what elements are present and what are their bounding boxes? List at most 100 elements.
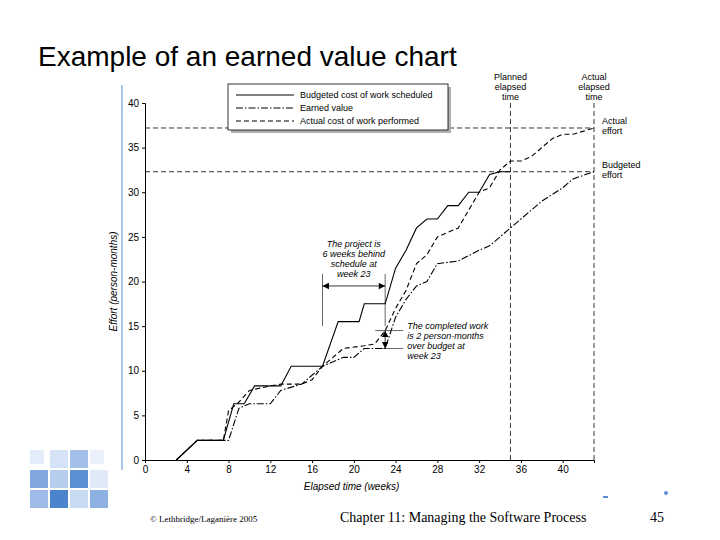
y-tick-mark [142, 326, 145, 327]
y-tick-label: 30 [128, 187, 140, 198]
annotation-guide [322, 274, 323, 326]
x-tick-mark [479, 460, 480, 463]
y-tick-mark [142, 371, 145, 372]
y-tick: 20 [128, 276, 145, 287]
annotation-text: The completed work [407, 321, 489, 331]
marks [145, 103, 594, 460]
x-tick-mark [229, 460, 230, 463]
annotation-text: 6 weeks behind [323, 249, 387, 259]
x-tick-mark [437, 460, 438, 463]
y-tick-mark [142, 282, 145, 283]
x-tick-label: 12 [265, 464, 277, 475]
legend-swatch [236, 107, 294, 108]
y-tick-label: 25 [128, 232, 140, 243]
annotation-arrow [323, 285, 386, 286]
x-tick-label: 36 [516, 464, 528, 475]
y-tick-label: 40 [128, 98, 140, 109]
reference-label: Planned [494, 72, 527, 82]
x-tick: 36 [516, 460, 528, 475]
reference-label: Actual [581, 72, 606, 82]
x-tick: 0 [143, 460, 149, 475]
series-line [176, 172, 594, 460]
annotation-arrowhead [323, 283, 329, 289]
x-tick: 40 [558, 460, 570, 475]
annotation-guide [375, 330, 403, 331]
x-tick-label: 28 [432, 464, 444, 475]
slide-title: Example of an earned value chart [38, 41, 457, 72]
x-axis-title: Elapsed time (weeks) [304, 481, 400, 492]
y-tick-mark [142, 460, 145, 461]
footer-page: 45 [650, 510, 664, 525]
annotation-text: The project is [327, 239, 382, 249]
annotation-text: is 2 person-months [407, 331, 484, 341]
y-tick: 40 [128, 98, 145, 109]
y-axis: 0510152025303540 [128, 98, 146, 466]
decor-dash [603, 496, 608, 498]
decor-square [70, 490, 88, 508]
reference-label: effort [602, 126, 623, 136]
series-line [176, 128, 594, 460]
legend-box [228, 84, 448, 130]
reference-label: time [585, 92, 602, 102]
y-tick-label: 35 [128, 142, 140, 153]
annotation-text: week 23 [337, 269, 371, 279]
annotation-arrowhead [379, 283, 385, 289]
decor-dot [664, 491, 668, 495]
background [0, 0, 720, 540]
x-tick: 20 [349, 460, 361, 475]
y-tick: 35 [128, 142, 145, 153]
x-tick-mark [312, 460, 313, 463]
x-tick-mark [354, 460, 355, 463]
annotation-guide [375, 348, 403, 349]
annotation-arrowhead [382, 342, 388, 348]
reference-line-y [145, 171, 594, 172]
y-tick: 25 [128, 232, 145, 243]
decoration [30, 85, 668, 508]
x-tick: 24 [391, 460, 403, 475]
x-tick: 32 [474, 460, 486, 475]
legend-label: Actual cost of work performed [300, 116, 419, 126]
y-tick-label: 20 [128, 276, 140, 287]
reference-label: elapsed [495, 82, 527, 92]
decor-square [90, 490, 108, 508]
x-tick-mark [187, 460, 188, 463]
x-tick: 28 [432, 460, 444, 475]
annotation-text: over budget at [407, 341, 465, 351]
y-tick: 5 [133, 410, 145, 421]
annotations: The project is6 weeks behindschedule atw… [323, 239, 489, 361]
series-line [176, 172, 510, 460]
x-tick-label: 8 [226, 464, 232, 475]
legend-label: Earned value [300, 103, 353, 113]
x-tick-label: 24 [391, 464, 403, 475]
reference-label: time [502, 92, 519, 102]
x-tick-mark [563, 460, 564, 463]
annotation-arrowhead [382, 331, 388, 337]
legend-swatch [236, 94, 294, 95]
reference-line-x [594, 103, 595, 460]
legend-label: Budgeted cost of work scheduled [300, 90, 433, 100]
decor-square [70, 450, 88, 468]
footer-chapter: Chapter 11: Managing the Software Proces… [340, 510, 586, 525]
decor-line [121, 85, 123, 470]
decor-square [50, 470, 68, 488]
reference-label: elapsed [578, 82, 610, 92]
reference-line-x [510, 103, 511, 460]
reference-label: effort [602, 170, 623, 180]
y-axis-title: Effort (person-months) [108, 231, 119, 331]
slide-canvas: Example of an earned value chart04812162… [0, 0, 720, 540]
legend-swatch [236, 120, 294, 121]
y-tick-mark [142, 192, 145, 193]
x-tick-label: 0 [143, 464, 149, 475]
y-tick: 0 [133, 455, 145, 466]
y-tick-mark [142, 148, 145, 149]
reference-label: Actual [602, 116, 627, 126]
y-tick-label: 5 [133, 410, 139, 421]
reference-label: Budgeted [602, 160, 641, 170]
annotation-guide [385, 274, 386, 326]
y-tick-label: 10 [128, 365, 140, 376]
x-tick: 8 [226, 460, 232, 475]
annotation-text: week 23 [407, 351, 441, 361]
decor-square [30, 450, 44, 464]
y-tick-mark [142, 103, 145, 104]
x-tick-label: 20 [349, 464, 361, 475]
